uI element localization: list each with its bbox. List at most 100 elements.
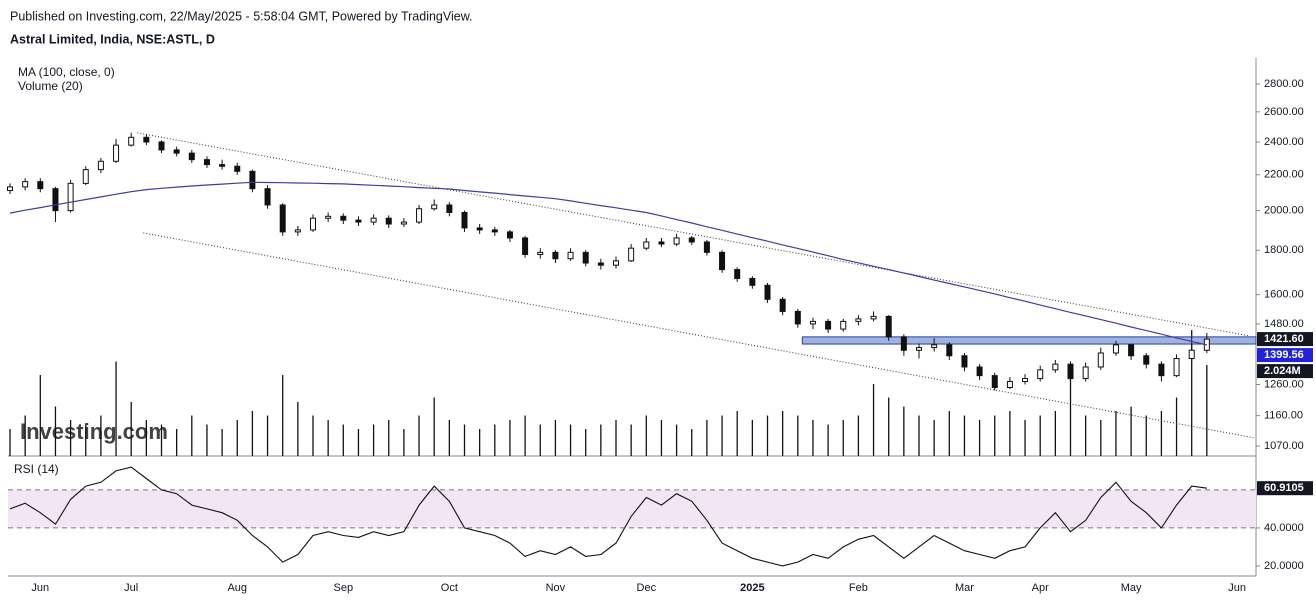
candle-body (749, 277, 756, 286)
candle-body (582, 251, 589, 264)
candle-body (764, 284, 771, 300)
candle-body (113, 144, 120, 162)
candle-body (1143, 355, 1150, 365)
candle-body (628, 247, 635, 262)
volume-legend: Volume (20) (18, 79, 83, 93)
candle-body (855, 318, 862, 322)
x-tick-label: Jun (1228, 582, 1246, 594)
candle-body (37, 181, 44, 190)
candle-body (340, 215, 347, 221)
y-tick-label: 1260.00 (1264, 378, 1304, 390)
x-tick-label: Jul (124, 582, 138, 594)
candle-body (370, 217, 377, 223)
candle-body (416, 208, 423, 223)
candle-body (1052, 363, 1059, 371)
candle-body (885, 315, 892, 338)
x-tick-label: 2025 (740, 582, 764, 594)
candle-body (128, 136, 135, 146)
candle-body (703, 241, 710, 253)
ma-badge: 1399.56 (1264, 349, 1304, 361)
candle-body (1188, 349, 1195, 360)
candle-body (522, 237, 529, 255)
candle-body (506, 231, 513, 239)
chart-title: Astral Limited, India, NSE:ASTL, D (10, 32, 215, 46)
ma-legend: MA (100, close, 0) (18, 65, 115, 79)
x-tick-label: Mar (955, 582, 974, 594)
candle-body (1022, 378, 1029, 383)
y-tick-label: 2400.00 (1264, 136, 1304, 148)
candle-body (946, 344, 953, 357)
candle-body (355, 219, 362, 223)
candle-body (310, 217, 316, 231)
candle-body (97, 160, 104, 171)
y-tick-label: 2600.00 (1264, 106, 1304, 118)
x-tick-label: Oct (441, 582, 458, 594)
x-tick-label: Jun (31, 582, 49, 594)
rsi-legend: RSI (14) (14, 462, 59, 476)
candle-body (325, 215, 332, 219)
x-tick-label: Sep (334, 582, 354, 594)
rsi-tick-label: 20.0000 (1264, 560, 1304, 572)
volume-badge-bg (1257, 364, 1313, 379)
candle-body (446, 204, 453, 213)
published-note: Published on Investing.com, 22/May/2025 … (10, 9, 473, 23)
x-tick-label: May (1121, 582, 1142, 594)
candle-body (673, 237, 680, 245)
candle-body (158, 141, 165, 151)
candle-body (385, 217, 392, 225)
price-badge: 1421.60 (1264, 333, 1304, 345)
ma-line (9, 181, 1208, 346)
candle-body (916, 347, 922, 351)
candle-body (870, 315, 877, 320)
candle-body (1067, 363, 1074, 380)
candle-body (734, 269, 741, 279)
candle-body (809, 320, 816, 325)
ma-badge-bg (1257, 348, 1313, 363)
trendline (137, 132, 1250, 337)
x-tick-label: Dec (637, 582, 657, 594)
candle-body (1112, 344, 1119, 354)
candle-body (22, 181, 29, 188)
candle-body (491, 229, 498, 233)
candle-body (900, 336, 907, 351)
candle-body (219, 164, 226, 167)
rsi-band (8, 489, 1256, 528)
x-tick-label: Apr (1032, 582, 1049, 594)
candle-body (400, 221, 407, 225)
candle-body (613, 260, 619, 266)
x-tick-label: Nov (546, 582, 566, 594)
candle-body (991, 375, 998, 389)
rsi-badge: 60.9105 (1264, 482, 1304, 494)
watermark: Investing.com (20, 419, 168, 444)
y-tick-label: 1070.00 (1264, 440, 1304, 452)
trendline (143, 232, 1256, 439)
candle-body (794, 310, 801, 325)
candle-body (537, 251, 544, 255)
candle-body (658, 241, 665, 245)
y-tick-label: 1800.00 (1264, 244, 1304, 256)
candle-body (719, 251, 726, 271)
candle-body (976, 366, 983, 377)
candle-body (779, 298, 786, 312)
candle-body (1037, 369, 1044, 380)
x-tick-label: Aug (227, 582, 247, 594)
candle-body (840, 320, 847, 330)
candle-body (1128, 344, 1135, 357)
rsi-badge-bg (1257, 481, 1313, 496)
y-tick-label: 1480.00 (1264, 318, 1304, 330)
candle-body (1006, 381, 1013, 389)
candle-body (431, 204, 438, 210)
candle-body (203, 159, 210, 166)
candle-body (1097, 352, 1104, 368)
candle-body (173, 149, 180, 154)
candle-body (234, 165, 241, 172)
candle-body (279, 204, 286, 233)
candle-body (67, 182, 74, 212)
candle-body (294, 229, 301, 233)
candle-body (461, 211, 468, 229)
volume-badge: 2.024M (1264, 365, 1301, 377)
y-tick-label: 2200.00 (1264, 169, 1304, 181)
rsi-tick-label: 40.0000 (1264, 522, 1304, 534)
